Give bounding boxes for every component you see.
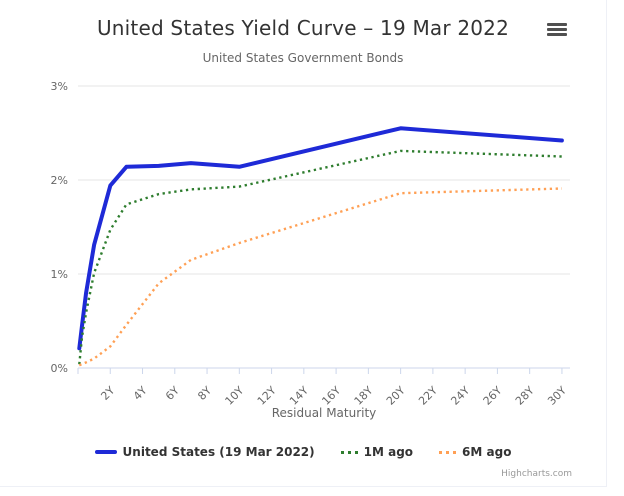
x-axis-label: 10Y: [223, 384, 247, 408]
x-axis-label: 14Y: [287, 384, 311, 408]
hamburger-icon: [547, 33, 567, 36]
y-axis-label: 0%: [51, 362, 68, 375]
x-axis-label: 8Y: [195, 384, 214, 403]
x-axis-label: 22Y: [416, 384, 440, 408]
x-axis-label: 4Y: [131, 384, 150, 403]
chart-subtitle: United States Government Bonds: [202, 51, 404, 65]
chart-container: [0, 0, 607, 487]
y-axis-label: 1%: [51, 268, 68, 281]
y-axis-label: 2%: [51, 174, 68, 187]
export-menu-button[interactable]: [544, 20, 570, 42]
y-axis-label: 3%: [51, 80, 68, 93]
x-axis-title: Residual Maturity: [271, 406, 377, 420]
legend-label: United States (19 Mar 2022): [122, 445, 315, 459]
legend-item-0[interactable]: United States (19 Mar 2022): [94, 445, 315, 459]
legend-item-2[interactable]: 6M ago: [439, 445, 511, 459]
hamburger-icon: [547, 23, 567, 26]
x-axis-label: 6Y: [163, 384, 182, 403]
series-line-0[interactable]: [77, 126, 564, 351]
x-axis-label: 24Y: [448, 384, 472, 408]
series-line-1[interactable]: [78, 149, 562, 365]
page-title: United States Yield Curve – 19 Mar 2022: [96, 16, 510, 40]
plot-area: 0% 1% 2% 3% 2Y 4Y 6Y 8Y 10Y 12Y 14Y 16Y 18Y 20Y 22Y 24Y…: [51, 80, 570, 408]
legend-label: 6M ago: [462, 445, 512, 459]
x-axis-label: 20Y: [384, 384, 408, 408]
legend-label: 1M ago: [363, 445, 414, 459]
legend-marker: [94, 450, 117, 454]
x-axis-label: 12Y: [255, 384, 279, 408]
legend: United States (19 Mar 2022) 1M ago 6M ago: [0, 445, 606, 459]
legend-item-1[interactable]: 1M ago: [340, 445, 414, 459]
x-axis-label: 18Y: [352, 384, 376, 408]
x-axis-label: 28Y: [513, 384, 537, 408]
series-line-2[interactable]: [78, 187, 562, 367]
x-axis-label: 30Y: [545, 384, 569, 408]
x-axis-label: 26Y: [481, 384, 505, 408]
x-axis-label: 16Y: [319, 384, 343, 408]
hamburger-icon: [547, 28, 567, 31]
legend-marker: [340, 450, 358, 454]
legend-marker: [439, 450, 457, 454]
credits-link[interactable]: Highcharts.com: [501, 469, 572, 479]
x-axis-label: 2Y: [98, 384, 117, 403]
